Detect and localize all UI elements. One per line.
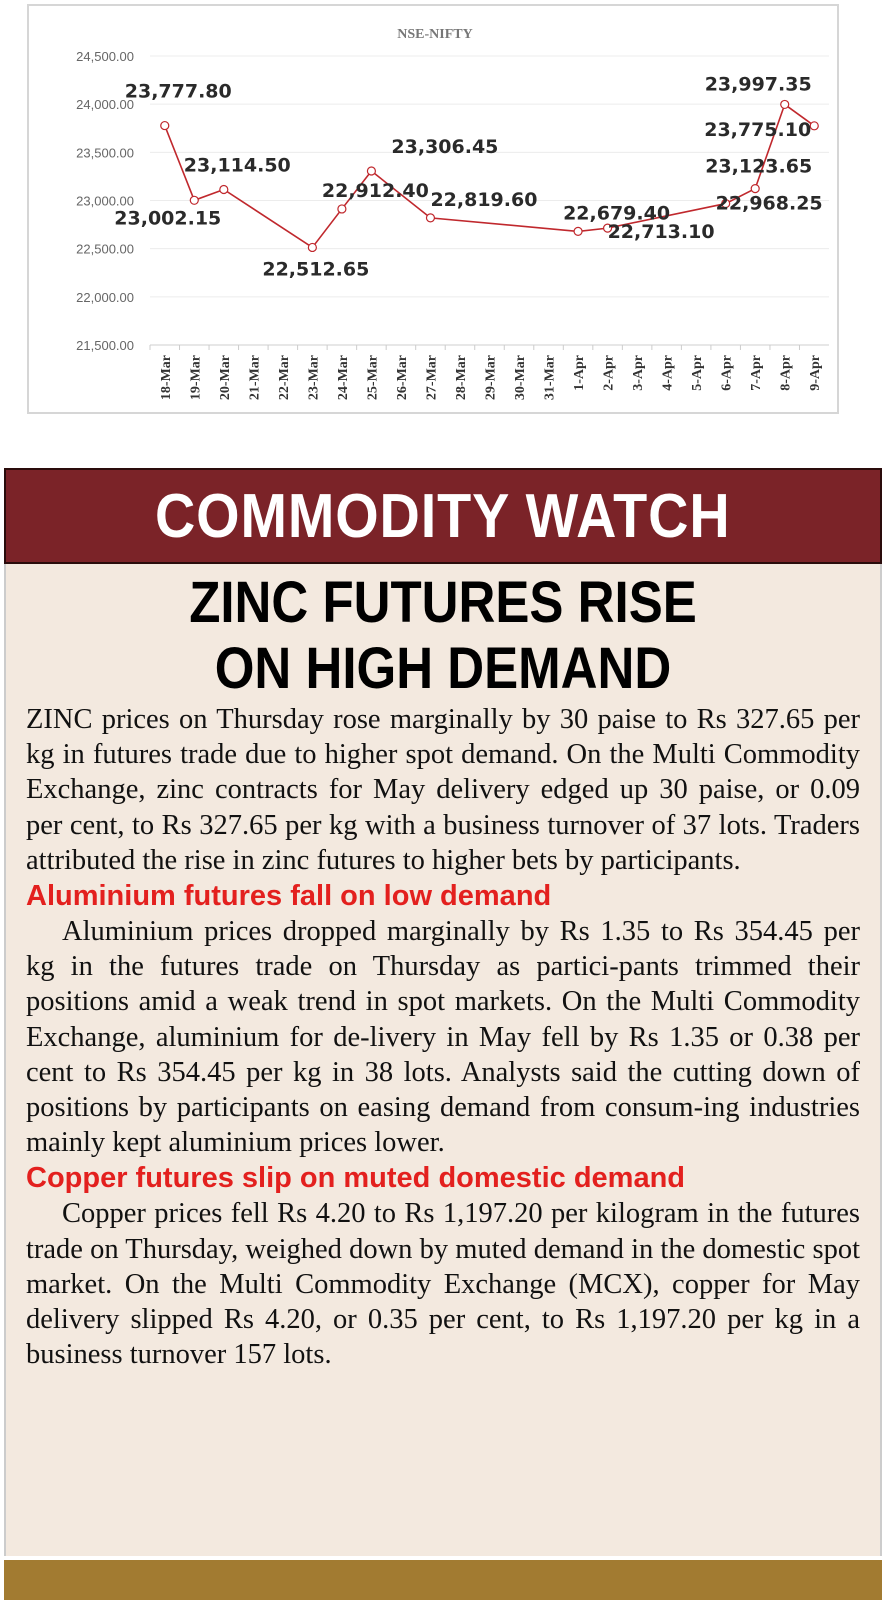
aluminium-paragraph: Aluminium prices dropped marginally by R… (26, 916, 860, 1159)
y-tick-label: 23,500.00 (76, 145, 134, 160)
headline-line: ON HIGH DEMAND (214, 636, 672, 701)
x-tick-label: 30-Mar (513, 355, 528, 400)
x-tick-label: 19-Mar (188, 355, 203, 400)
x-tick-label: 7-Apr (749, 355, 764, 391)
x-tick-label: 2-Apr (602, 355, 617, 391)
data-label: 22,713.10 (608, 221, 715, 243)
data-label: 22,968.25 (716, 193, 823, 215)
chart-title: NSE-NIFTY (397, 27, 472, 42)
nifty-line-chart: NSE-NIFTY 24,500.00 24,000.00 23,500.00 23,0… (76, 27, 829, 400)
x-tick-label: 6-Apr (720, 355, 735, 391)
x-tick-label: 31-Mar (543, 355, 558, 400)
y-tick-label: 22,500.00 (76, 242, 134, 257)
x-tick-label: 28-Mar (454, 355, 469, 400)
x-tick-label: 9-Apr (808, 355, 823, 391)
y-tick-label: 23,000.00 (76, 194, 134, 209)
article-headline: ZINC FUTURES RISE ON HIGH DEMAND (76, 570, 810, 702)
data-label: 23,777.80 (125, 81, 232, 103)
x-tick-label: 20-Mar (218, 355, 233, 400)
x-tick-label: 18-Mar (159, 355, 174, 400)
data-point (602, 223, 613, 233)
x-tick-label: 4-Apr (661, 355, 676, 391)
data-label: 22,912.40 (322, 180, 429, 202)
nifty-chart: NSE-NIFTY 24,500.00 24,000.00 23,500.00 23,0… (27, 4, 839, 414)
data-label: 22,512.65 (262, 258, 369, 280)
x-tick-label: 1-Apr (572, 355, 587, 391)
copper-subheading: Copper futures slip on muted domestic de… (26, 1162, 686, 1195)
x-tick-label: 3-Apr (631, 355, 646, 391)
data-point (160, 120, 170, 131)
copper-paragraph: Copper prices fell Rs 4.20 to Rs 1,197.2… (26, 1198, 860, 1371)
x-tick-label: 8-Apr (779, 355, 794, 391)
x-tick-label: 24-Mar (336, 355, 351, 400)
x-tick-label: 27-Mar (424, 355, 439, 400)
data-point (573, 226, 583, 236)
y-tick-label: 21,500.00 (76, 338, 134, 353)
x-tick-label: 22-Mar (277, 355, 292, 400)
data-point (721, 198, 731, 209)
data-label: 23,306.45 (391, 136, 498, 158)
data-point (307, 242, 317, 253)
x-tick-label: 5-Apr (690, 355, 705, 391)
headline-line: ZINC FUTURES RISE (189, 570, 697, 635)
x-tick-label: 25-Mar (365, 355, 380, 400)
data-label: 22,819.60 (430, 189, 537, 211)
y-tick-label: 24,500.00 (76, 49, 134, 64)
data-label: 23,123.65 (705, 156, 812, 178)
data-point (189, 195, 199, 205)
y-tick-label: 22,000.00 (76, 290, 134, 305)
y-tick-label: 24,000.00 (76, 97, 134, 112)
data-point (219, 184, 229, 195)
data-point (425, 213, 436, 223)
aluminium-subheading: Aluminium futures fall on low demand (26, 880, 552, 913)
data-point (366, 166, 377, 176)
section-title: COMMODITY WATCH (155, 481, 731, 551)
x-tick-label: 23-Mar (306, 355, 321, 400)
data-label: 23,775.10 (704, 119, 811, 141)
data-label: 23,114.50 (184, 154, 291, 176)
x-tick-label: 29-Mar (484, 355, 499, 400)
data-point (780, 99, 790, 110)
data-point (750, 183, 760, 194)
x-tick-label: 26-Mar (395, 355, 410, 400)
data-label: 22,679.40 (563, 202, 670, 224)
section-banner: COMMODITY WATCH (4, 468, 882, 564)
data-label: 23,002.15 (114, 207, 221, 229)
data-point (809, 121, 819, 131)
x-tick-label: 21-Mar (247, 355, 262, 400)
bottom-rule (4, 1560, 882, 1600)
article-panel: ZINC FUTURES RISE ON HIGH DEMAND ZINC pr… (4, 564, 882, 1556)
zinc-paragraph: ZINC prices on Thursday rose marginally … (26, 704, 860, 876)
data-point (337, 204, 347, 214)
data-label: 23,997.35 (705, 73, 812, 95)
